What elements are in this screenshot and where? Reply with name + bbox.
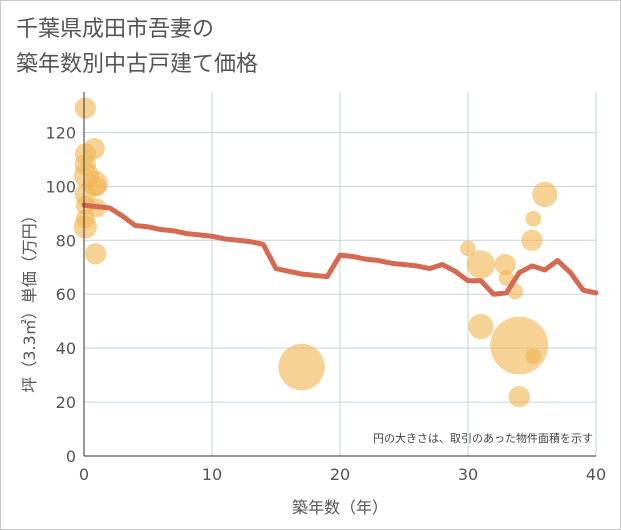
title-line-2: 築年数別中古戸建て価格	[16, 52, 259, 77]
bubble-point	[521, 229, 543, 251]
trend-line-group	[81, 202, 599, 297]
bubble-point	[498, 270, 515, 286]
y-tick-label: 20	[56, 393, 76, 412]
bubble-point	[525, 210, 542, 227]
chart-title: 千葉県成田市吾妻の 築年数別中古戸建て価格	[16, 12, 258, 82]
bubble-point	[278, 343, 325, 391]
bubble-point	[466, 250, 495, 279]
bubble-point	[460, 240, 476, 257]
tick-labels: 0 20 40 60 80 100 120 0 10 20 30 40	[45, 123, 606, 484]
y-tick-label: 60	[56, 285, 76, 304]
x-tick-label: 10	[202, 465, 222, 484]
x-tick-label: 40	[586, 465, 606, 484]
bubble-point	[87, 176, 107, 196]
bubble-point	[508, 386, 530, 408]
bubble-size-note: 円の大きさは、取引のあった物件面積を示す	[373, 431, 593, 445]
bubble-point	[525, 348, 542, 365]
y-tick-label: 100	[45, 177, 76, 196]
bubble-point	[468, 313, 494, 340]
axes	[83, 92, 596, 457]
y-tick-label: 40	[56, 339, 76, 358]
bubble-point	[74, 97, 96, 119]
x-axis-title: 築年数（年）	[292, 498, 388, 517]
bubble-series	[73, 97, 558, 408]
x-tick-label: 30	[458, 465, 478, 484]
bubble-point	[494, 253, 516, 276]
title-line-1: 千葉県成田市吾妻の	[16, 17, 215, 42]
bubble-point	[532, 181, 558, 208]
bubble-point	[83, 137, 105, 160]
y-tick-label: 0	[66, 447, 76, 466]
y-tick-label: 120	[45, 123, 76, 142]
bubble-point	[490, 316, 549, 375]
y-tick-label: 80	[56, 231, 76, 250]
x-tick-label: 0	[79, 465, 89, 484]
bubble-point	[84, 243, 107, 265]
trend-line	[81, 202, 599, 297]
x-tick-label: 20	[330, 465, 350, 484]
bubble-point	[73, 215, 97, 239]
y-axis-title: 坪（3.3㎡）単価（万円）	[20, 207, 39, 392]
